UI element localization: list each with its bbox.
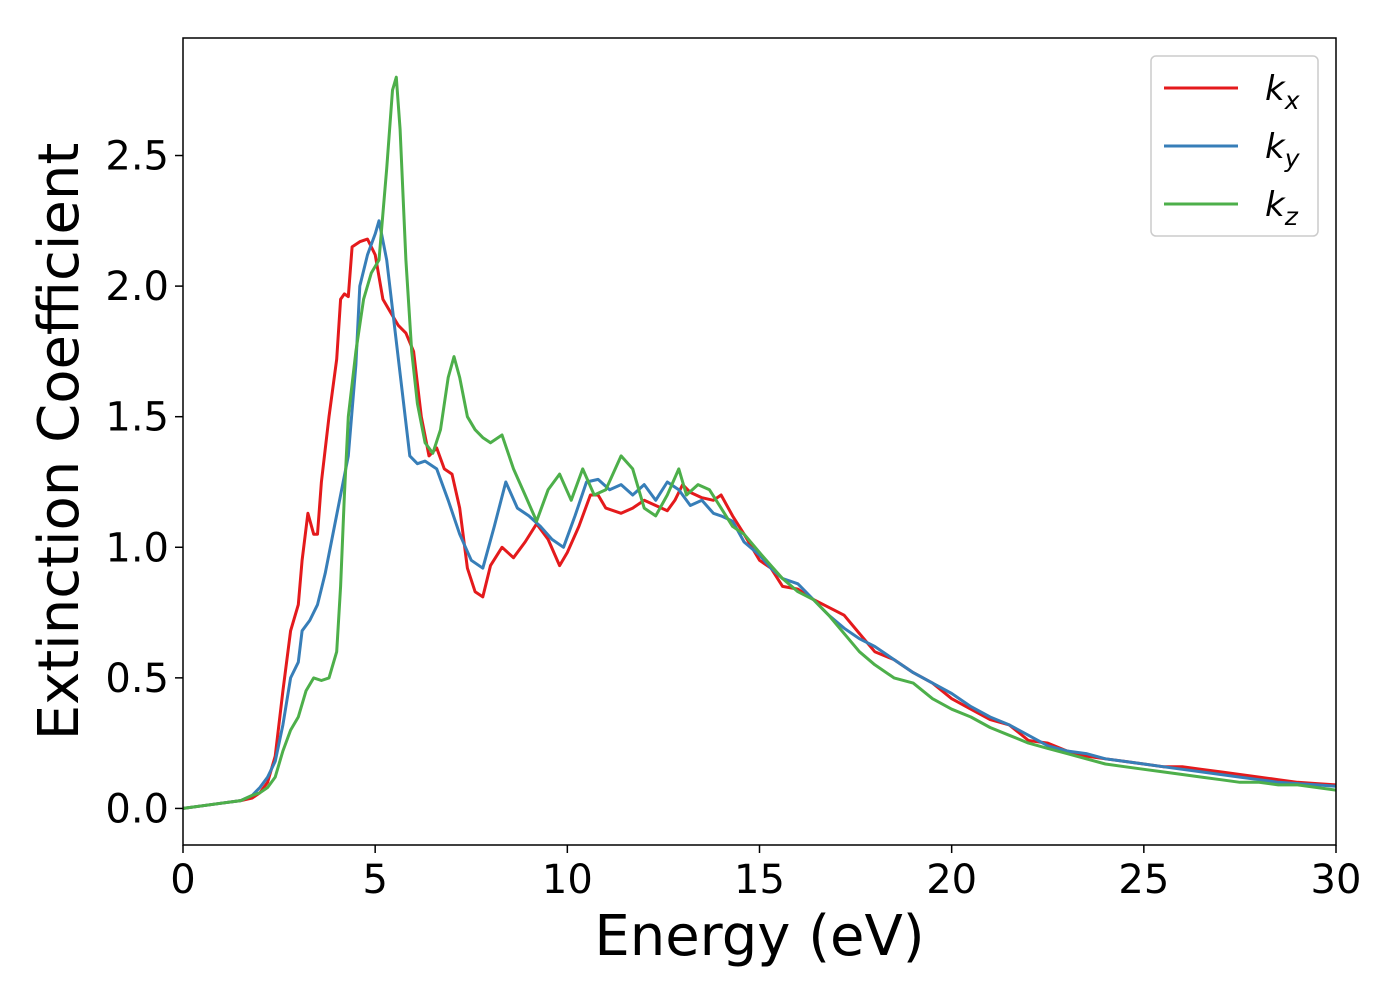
y-tick-label: 0.0 <box>105 786 169 832</box>
series-line-kz <box>183 75 1336 810</box>
y-tick-label: 2.0 <box>105 264 169 310</box>
series-line-ky <box>183 219 1336 810</box>
legend-label-kx: kx <box>1265 69 1300 115</box>
x-axis-label: Energy (eV) <box>594 904 924 969</box>
x-tick-label: 25 <box>1118 857 1169 903</box>
legend-label-kz: kz <box>1265 185 1299 231</box>
y-tick-label: 2.5 <box>105 134 169 180</box>
y-axis-label: Extinction Coefficient <box>27 143 92 741</box>
series-line-kx <box>183 237 1336 810</box>
x-tick-label: 10 <box>542 857 593 903</box>
legend: kx ky kz <box>1150 55 1319 237</box>
x-tick-label: 15 <box>734 857 785 903</box>
legend-label-ky: ky <box>1265 127 1301 173</box>
x-tick-label: 0 <box>170 857 195 903</box>
y-tick-label: 0.5 <box>105 656 169 702</box>
series-layer <box>183 75 1336 810</box>
y-tick-label: 1.0 <box>105 525 169 571</box>
ticks-layer: 0 5 10 15 20 25 30 0.0 0.5 1.0 1.5 2.0 2.5 <box>105 134 1361 903</box>
x-tick-label: 5 <box>362 857 387 903</box>
x-tick-label: 30 <box>1311 857 1362 903</box>
y-tick-label: 1.5 <box>105 395 169 441</box>
x-tick-label: 20 <box>926 857 977 903</box>
